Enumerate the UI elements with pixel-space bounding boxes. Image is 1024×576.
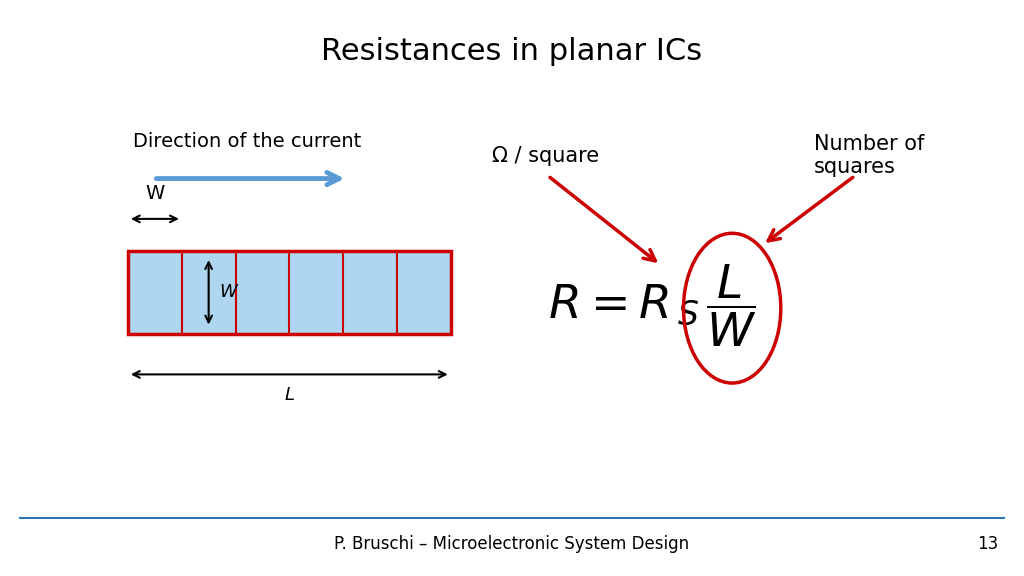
Text: Number of
squares: Number of squares [814, 134, 925, 177]
Text: 13: 13 [977, 535, 998, 554]
Text: Resistances in planar ICs: Resistances in planar ICs [322, 37, 702, 66]
Text: Direction of the current: Direction of the current [133, 132, 361, 150]
Bar [128, 251, 451, 334]
Text: P. Bruschi – Microelectronic System Design: P. Bruschi – Microelectronic System Desi… [335, 535, 689, 554]
Bar [128, 251, 451, 334]
Text: $W$: $W$ [219, 283, 240, 301]
Text: $R = R_{\,S}\,\dfrac{L}{W}$: $R = R_{\,S}\,\dfrac{L}{W}$ [548, 262, 757, 348]
Text: Ω / square: Ω / square [492, 146, 599, 165]
Text: W: W [145, 184, 165, 203]
Text: $L$: $L$ [284, 386, 295, 404]
